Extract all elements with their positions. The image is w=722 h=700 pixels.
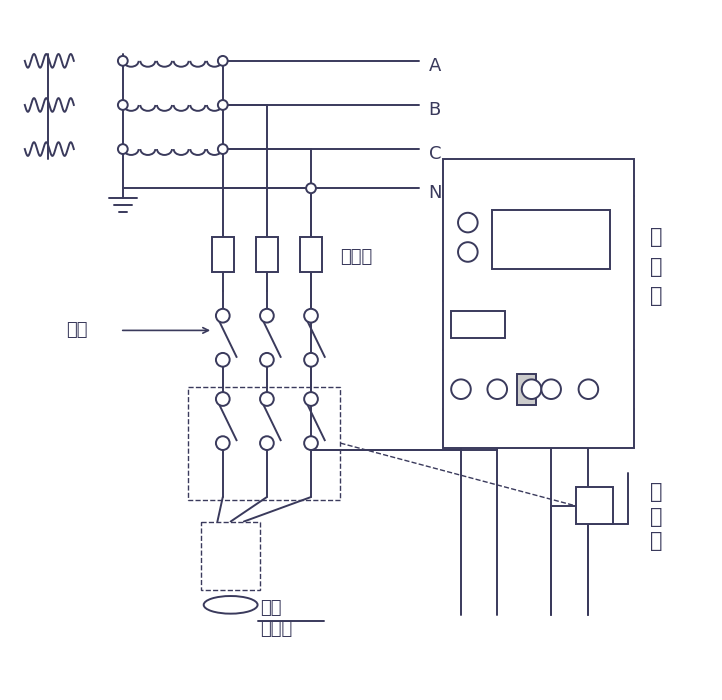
Text: B: B bbox=[429, 101, 441, 119]
Circle shape bbox=[260, 309, 274, 323]
Bar bbox=[443, 159, 635, 448]
Circle shape bbox=[118, 56, 128, 66]
Circle shape bbox=[118, 100, 128, 110]
Circle shape bbox=[451, 379, 471, 399]
Text: A: A bbox=[429, 57, 441, 75]
Text: 2: 2 bbox=[493, 358, 502, 372]
Bar bbox=[451, 311, 505, 338]
Circle shape bbox=[118, 144, 128, 154]
Circle shape bbox=[304, 436, 318, 450]
Circle shape bbox=[458, 242, 478, 262]
Text: 4: 4 bbox=[584, 358, 593, 372]
Text: 盒: 盒 bbox=[650, 286, 662, 306]
Text: 触: 触 bbox=[650, 507, 662, 526]
Circle shape bbox=[522, 379, 542, 399]
Text: 接: 接 bbox=[650, 482, 662, 502]
Circle shape bbox=[578, 379, 599, 399]
Circle shape bbox=[542, 379, 561, 399]
Text: C: C bbox=[429, 145, 441, 163]
Circle shape bbox=[216, 436, 230, 450]
Circle shape bbox=[304, 353, 318, 367]
Circle shape bbox=[218, 56, 227, 66]
Bar bbox=[517, 374, 536, 405]
Bar bbox=[212, 237, 234, 272]
Circle shape bbox=[218, 100, 227, 110]
Text: 器: 器 bbox=[650, 531, 662, 551]
Circle shape bbox=[304, 392, 318, 406]
Circle shape bbox=[260, 353, 274, 367]
Text: N: N bbox=[429, 184, 442, 202]
Circle shape bbox=[306, 183, 316, 193]
Ellipse shape bbox=[204, 596, 258, 614]
Circle shape bbox=[260, 392, 274, 406]
Bar bbox=[201, 522, 260, 590]
Bar bbox=[300, 237, 322, 272]
Text: 熔断器: 熔断器 bbox=[340, 248, 373, 266]
Circle shape bbox=[216, 309, 230, 323]
Circle shape bbox=[218, 144, 227, 154]
Circle shape bbox=[216, 392, 230, 406]
Text: 控: 控 bbox=[650, 228, 662, 247]
Text: 刀闸: 刀闸 bbox=[66, 321, 87, 340]
Text: 1: 1 bbox=[456, 358, 466, 372]
Text: ON: ON bbox=[512, 318, 533, 332]
Text: 3: 3 bbox=[547, 358, 555, 372]
Bar bbox=[492, 210, 610, 269]
Text: OFF: OFF bbox=[571, 318, 598, 332]
Circle shape bbox=[487, 379, 507, 399]
Text: 控头: 控头 bbox=[260, 598, 282, 617]
Circle shape bbox=[304, 309, 318, 323]
Bar bbox=[188, 387, 340, 500]
Circle shape bbox=[260, 436, 274, 450]
Circle shape bbox=[458, 213, 478, 232]
Text: 至用户: 至用户 bbox=[260, 620, 292, 638]
Bar bbox=[256, 237, 278, 272]
Bar bbox=[575, 487, 613, 524]
Text: 制: 制 bbox=[650, 257, 662, 276]
Circle shape bbox=[216, 353, 230, 367]
